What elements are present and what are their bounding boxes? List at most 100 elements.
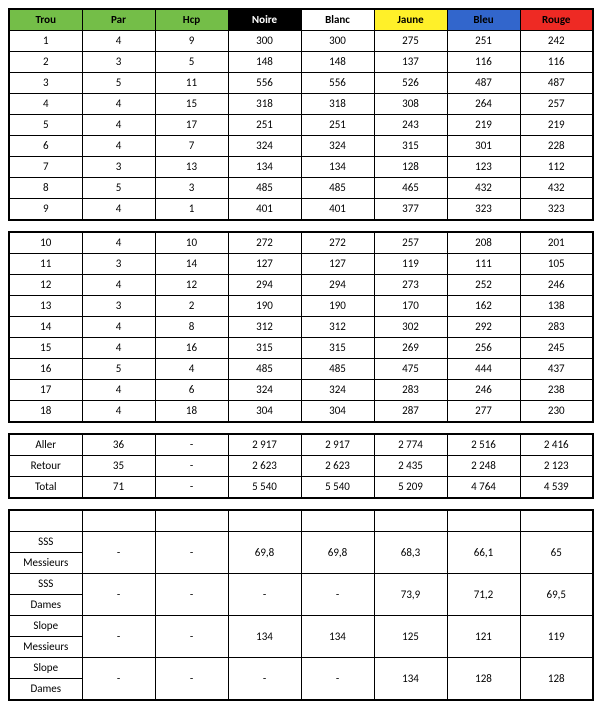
hole-cell: 11 (9, 254, 82, 275)
table-row: 18418304304287277230 (9, 401, 593, 423)
rouge-cell: 105 (520, 254, 593, 275)
rouge-cell: 219 (520, 115, 593, 136)
hcp-cell: 4 (155, 359, 228, 380)
hcp-cell: 17 (155, 115, 228, 136)
rouge-cell: 323 (520, 199, 593, 221)
rouge-cell: 238 (520, 380, 593, 401)
par-cell: 4 (82, 232, 155, 254)
par-cell: 5 (82, 73, 155, 94)
table-row: 647324324315301228 (9, 136, 593, 157)
rouge-cell: 230 (520, 401, 593, 423)
totals-table: Aller36-2 9172 9172 7742 5162 416Retour3… (8, 433, 594, 499)
stat-label: Dames (9, 595, 82, 616)
blanc-cell: 556 (301, 73, 374, 94)
hole-cell: 6 (9, 136, 82, 157)
hcp-cell: - (155, 434, 228, 456)
stat-label: Messieurs (9, 637, 82, 658)
table-row: 12412294294273252246 (9, 275, 593, 296)
jaune-cell: 134 (374, 658, 447, 701)
rouge-cell: 257 (520, 94, 593, 115)
bleu-cell: 252 (447, 275, 520, 296)
hcp-cell: 18 (155, 401, 228, 423)
par-cell: - (82, 532, 155, 574)
blanc-cell: 315 (301, 338, 374, 359)
jaune-cell: 2 774 (374, 434, 447, 456)
spacer-cell (447, 510, 520, 532)
blanc-cell: 2 917 (301, 434, 374, 456)
table-row: 1746324324283246238 (9, 380, 593, 401)
rouge-cell: 119 (520, 616, 593, 658)
noire-cell: 127 (228, 254, 301, 275)
table-row: 4415318318308264257 (9, 94, 593, 115)
hcp-cell: 9 (155, 31, 228, 52)
bleu-cell: 251 (447, 31, 520, 52)
noire-cell: 251 (228, 115, 301, 136)
bleu-cell: 246 (447, 380, 520, 401)
jaune-cell: 73,9 (374, 574, 447, 616)
table-row: Slope - - 134 134 125 121 119 (9, 616, 593, 637)
par-cell: 3 (82, 296, 155, 317)
noire-cell: 69,8 (228, 532, 301, 574)
jaune-cell: 302 (374, 317, 447, 338)
bleu-cell: 301 (447, 136, 520, 157)
hdr-jaune: Jaune (374, 9, 447, 31)
table-row: Total71-5 5405 5405 2094 7644 539 (9, 477, 593, 499)
par-cell: 4 (82, 136, 155, 157)
noire-cell: 318 (228, 94, 301, 115)
blanc-cell: 134 (301, 157, 374, 178)
noire-cell: 304 (228, 401, 301, 423)
jaune-cell: 5 209 (374, 477, 447, 499)
hole-cell: 5 (9, 115, 82, 136)
hdr-rouge: Rouge (520, 9, 593, 31)
hole-cell: 7 (9, 157, 82, 178)
hdr-blanc: Blanc (301, 9, 374, 31)
table-row: Aller36-2 9172 9172 7742 5162 416 (9, 434, 593, 456)
back9-table: 1041027227225720820111314127127119111105… (8, 231, 594, 423)
noire-cell: 300 (228, 31, 301, 52)
rouge-cell: 128 (520, 658, 593, 701)
table-row: 10410272272257208201 (9, 232, 593, 254)
par-cell: 4 (82, 338, 155, 359)
table-row: SSS - - - - 73,9 71,2 69,5 (9, 574, 593, 595)
hole-cell: 13 (9, 296, 82, 317)
noire-cell: 5 540 (228, 477, 301, 499)
par-cell: 3 (82, 254, 155, 275)
bleu-cell: 323 (447, 199, 520, 221)
hole-cell: 1 (9, 31, 82, 52)
rouge-cell: 246 (520, 275, 593, 296)
hole-cell: 2 (9, 52, 82, 73)
table-row: 941401401377323323 (9, 199, 593, 221)
bleu-cell: 256 (447, 338, 520, 359)
hole-cell: 3 (9, 73, 82, 94)
stat-label: SSS (9, 532, 82, 553)
noire-cell: - (228, 658, 301, 701)
hdr-par: Par (82, 9, 155, 31)
jaune-cell: 283 (374, 380, 447, 401)
noire-cell: 556 (228, 73, 301, 94)
noire-cell: 485 (228, 359, 301, 380)
table-row: Retour35-2 6232 6232 4352 2482 123 (9, 456, 593, 477)
noire-cell: 315 (228, 338, 301, 359)
hole-cell: 10 (9, 232, 82, 254)
noire-cell: 485 (228, 178, 301, 199)
blanc-cell: 69,8 (301, 532, 374, 574)
bleu-cell: 208 (447, 232, 520, 254)
noire-cell: 324 (228, 380, 301, 401)
table-row: 1332190190170162138 (9, 296, 593, 317)
hcp-cell: 2 (155, 296, 228, 317)
hcp-cell: - (155, 616, 228, 658)
rouge-cell: 2 123 (520, 456, 593, 477)
par-cell: 36 (82, 434, 155, 456)
par-cell: 4 (82, 275, 155, 296)
jaune-cell: 315 (374, 136, 447, 157)
hcp-cell: 15 (155, 94, 228, 115)
jaune-cell: 170 (374, 296, 447, 317)
hcp-cell: 8 (155, 317, 228, 338)
hcp-cell: - (155, 532, 228, 574)
hcp-cell: 10 (155, 232, 228, 254)
bleu-cell: 121 (447, 616, 520, 658)
par-cell: 4 (82, 199, 155, 221)
jaune-cell: 377 (374, 199, 447, 221)
noire-cell: 134 (228, 157, 301, 178)
stats-table: SSS - - 69,8 69,8 68,3 66,1 65 Messieurs… (8, 509, 594, 701)
